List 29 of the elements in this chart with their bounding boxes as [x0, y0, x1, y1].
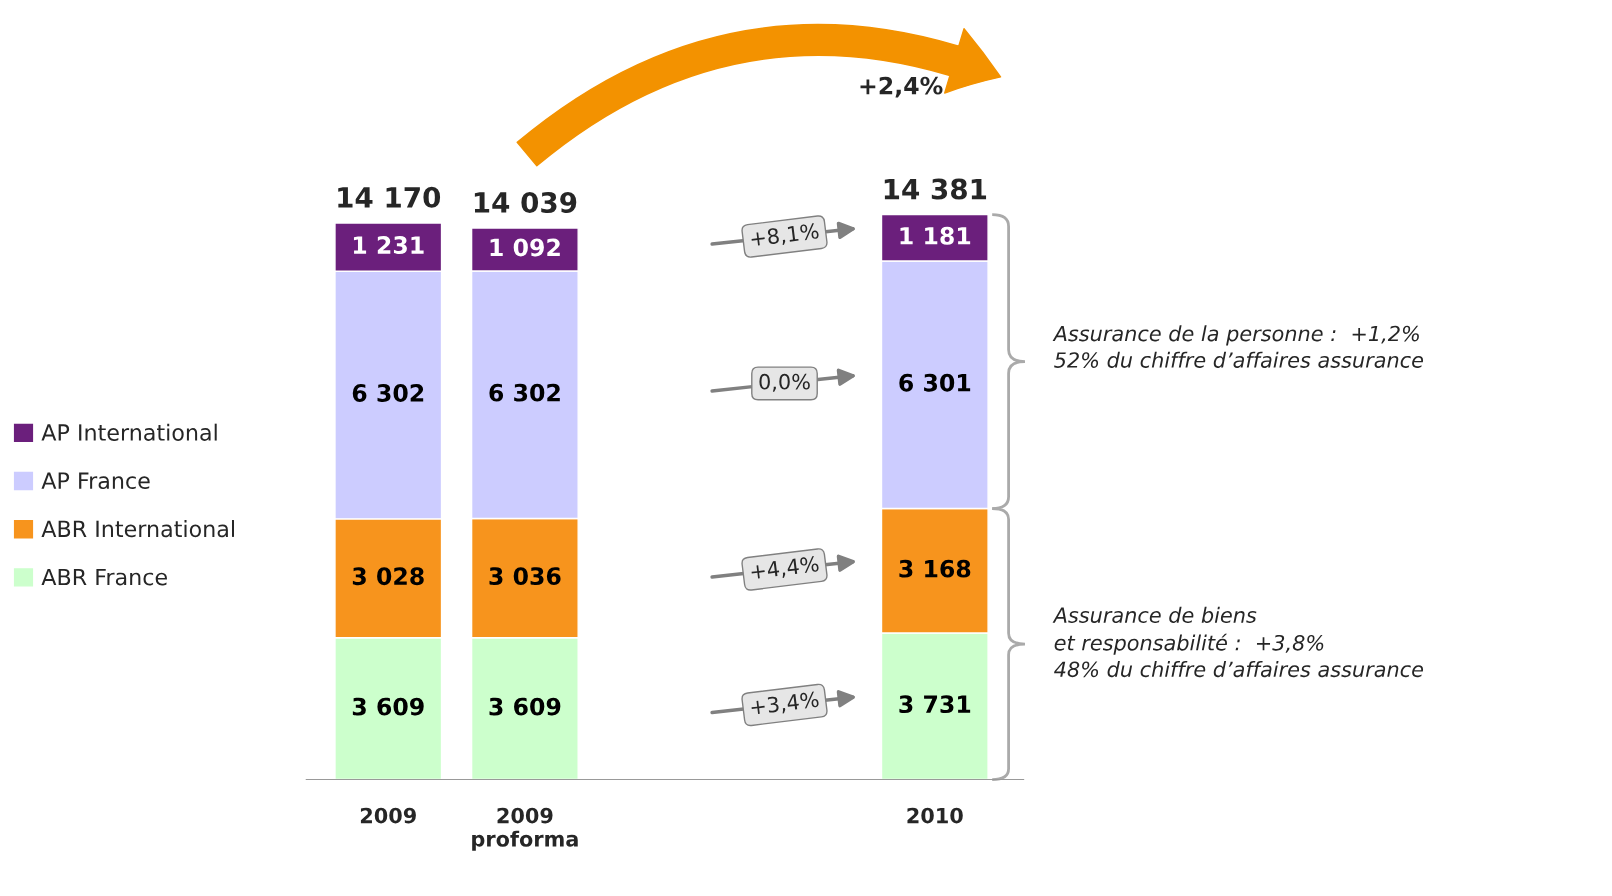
annotation: +4,4% — [750, 555, 820, 582]
data-label: 3 609 — [489, 697, 561, 716]
legend-label: AP France — [41, 472, 150, 490]
total-label: 14 381 — [884, 178, 987, 200]
data-label: 1 181 — [900, 226, 971, 245]
x-tick-label: 2009 — [360, 807, 416, 824]
legend-label: ABR France — [41, 568, 167, 586]
data-label: 3 168 — [899, 559, 971, 578]
data-label: 3 731 — [899, 695, 971, 714]
data-label: 6 302 — [489, 383, 560, 402]
data-label: 3 028 — [352, 567, 424, 586]
text: +2,4% — [860, 76, 943, 98]
legend-label: ABR International — [41, 520, 234, 538]
data-label: 3 036 — [489, 567, 561, 585]
data-label: 3 609 — [352, 697, 424, 716]
annotation: +3,4% — [750, 691, 820, 718]
legend-label: AP International — [41, 423, 217, 441]
x-tick-label: 2010 — [907, 807, 963, 824]
text: Assurance de biens et responsabilité : +3,8% 48% du chiffre d’affaires assurance — [1052, 606, 1424, 678]
annotation: +8,1% — [750, 222, 820, 249]
text: Assurance de la personne : +1,2% 52% du chiffre d’affaires assurance — [1052, 325, 1424, 368]
data-label: 6 301 — [899, 373, 971, 392]
data-label: 1 092 — [490, 238, 560, 257]
data-label: 6 302 — [352, 384, 424, 402]
total-label: 14 039 — [474, 191, 577, 213]
data-label: 1 231 — [353, 236, 424, 254]
total-label: 14 170 — [338, 186, 441, 208]
x-tick-label: 2009 proforma — [472, 807, 578, 851]
annotation: 0,0% — [759, 373, 810, 392]
